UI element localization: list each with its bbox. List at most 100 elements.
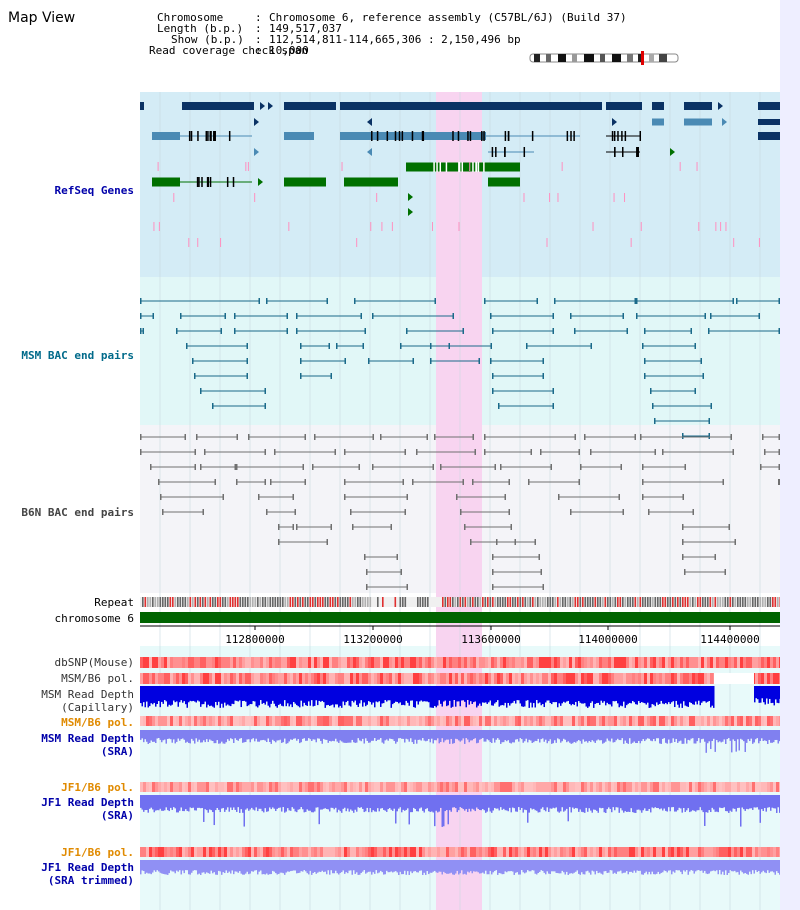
track-label-repeat[interactable]: Repeat [94,596,134,609]
b6n-bac-pair-end [508,509,510,515]
jf1-sra-depth-bar [717,795,719,813]
track-label-msm-b6-pol-1[interactable]: MSM/B6 pol. [61,672,134,685]
msm-sra-depth-bar [656,730,658,739]
gene-1[interactable] [140,102,144,110]
gene-14-exon [421,131,424,141]
repeat-element [504,597,507,607]
track-label-b6n-bac[interactable]: B6N BAC end pairs [21,506,134,519]
gene-3[interactable] [284,102,336,110]
gene-7[interactable] [684,102,712,110]
msm-bac-pair-end [492,328,494,334]
msm-sra-depth-bar [372,730,374,741]
msm-bac-pair-end [434,298,436,304]
jf1-sra-depth-bar [462,795,464,810]
msm-b6-pol-sra-density [464,716,467,726]
chromosome-ideogram[interactable] [528,51,683,65]
track-label-jf1-b6-pol-2[interactable]: JF1/B6 pol. [61,846,134,859]
jf1-sra-depth-bar [263,795,265,813]
variation-tracks[interactable] [140,657,780,875]
jf1-b6-pol-trim-density [482,847,485,857]
jf1-sra-depth-bar [503,795,505,809]
gene-9[interactable] [652,118,664,126]
gene-2[interactable] [182,102,254,110]
track-label-refseq[interactable]: RefSeq Genes [54,184,134,197]
msm-cap-depth-bar [761,686,763,699]
track-label-jf1-b6-pol-1[interactable]: JF1/B6 pol. [61,781,134,794]
gene-8[interactable] [758,102,780,110]
jf1-b6-pol-density [653,782,656,792]
track-label-msm-depth-sra-1[interactable]: MSM Read Depth [41,732,134,745]
gene-23[interactable] [488,177,520,187]
refseq-genes[interactable] [140,102,780,247]
msm-b6-pol-density [578,673,581,684]
jf1-trim-depth-bar [204,860,206,874]
track-label-msm-depth-cap-1[interactable]: MSM Read Depth [41,688,134,701]
chromosome-bar[interactable] [140,612,780,623]
msm-sra-depth-bar [333,730,335,742]
msm-bac-pairs[interactable] [140,298,780,439]
msm-sra-depth-bar [747,730,749,740]
dbsnp-density [155,657,158,668]
gene-12[interactable] [152,132,180,140]
msm-sra-depth-bar [341,730,343,742]
jf1-trim-depth-bar [585,860,587,872]
snp-mark [640,222,642,231]
gene-6[interactable] [652,102,664,110]
jf1-b6-pol-density [404,782,407,792]
msm-b6-pol-sra-density [593,716,596,726]
b6n-bac-pair-end [692,509,694,515]
track-label-chromosome[interactable]: chromosome 6 [54,612,134,625]
jf1-trim-depth-bar [279,860,281,873]
msm-cap-depth-bar [597,686,599,703]
gene-11[interactable] [758,119,780,125]
jf1-trim-depth-bar [666,860,668,873]
jf1-b6-pol-trim-density [737,847,740,857]
gene-10[interactable] [684,118,712,126]
jf1-b6-pol-trim-density [161,847,164,857]
jf1-b6-pol-density [698,782,701,792]
track-label-jf1-depth-sra-1[interactable]: JF1 Read Depth [41,796,134,809]
jf1-b6-pol-trim-density [221,847,224,857]
repeat-track[interactable] [140,597,780,607]
msm-sra-depth-bar [315,730,317,743]
msm-cap-depth-bar [779,686,780,699]
msm-cap-depth-bar [312,686,314,707]
msm-b6-pol-sra-density [353,716,356,726]
track-canvas[interactable]: 112800000 113200000 113600000 114000000 1144… [140,92,780,910]
track-label-msm-b6-pol-2[interactable]: MSM/B6 pol. [61,716,134,729]
track-label-msm-bac[interactable]: MSM BAC end pairs [21,349,134,362]
track-label-jf1-depth-trim-1[interactable]: JF1 Read Depth [41,861,134,874]
jf1-sra-depth-bar [431,795,433,812]
jf1-sra-depth-bar [162,795,164,811]
gene-21[interactable] [284,177,326,187]
track-label-dbsnp[interactable]: dbSNP(Mouse) [54,656,134,669]
gene-5[interactable] [606,102,642,110]
msm-cap-depth-bar [757,686,759,700]
b6n-bac-pairs[interactable] [140,434,780,590]
jf1-sra-depth-bar [383,795,385,810]
msm-b6-pol-density [380,673,383,684]
jf1-sra-depth-bar [387,795,389,810]
gene-20-exon [198,177,200,187]
msm-sra-depth-bar [602,730,604,744]
gene-4[interactable] [340,102,602,110]
gene-22[interactable] [344,177,398,187]
msm-cap-depth-bar [143,686,145,703]
jf1-trim-depth-bar [285,860,287,873]
gene-20[interactable] [152,177,180,187]
track-panel[interactable]: 112800000 113200000 113600000 114000000 1144… [140,92,780,910]
repeat-element [622,597,624,607]
msm-b6-pol-sra-density [167,716,170,726]
msm-sra-depth-bar [357,730,359,739]
b6n-bac-pair-end [474,449,476,455]
gene-13[interactable] [284,132,314,140]
gene-16[interactable] [758,132,780,140]
msm-cap-depth-bar [173,686,175,701]
msm-sra-depth-bar [149,730,151,743]
b6n-bac-pair-end [760,464,762,470]
msm-sra-depth-bar [696,730,698,742]
msm-b6-pol-density [557,673,560,684]
msm-cap-depth-bar [693,686,695,705]
ideogram-band [627,54,633,62]
jf1-b6-pol-trim-density [602,847,605,857]
